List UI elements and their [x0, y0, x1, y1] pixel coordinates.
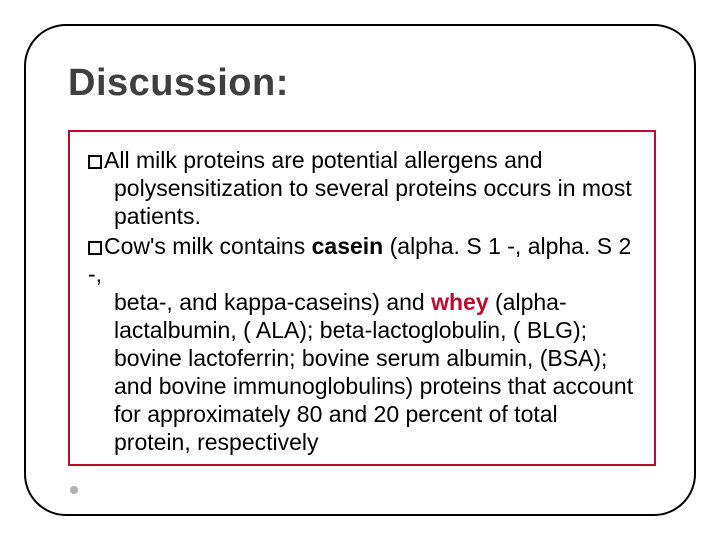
- bullet-1-firstline: All milk proteins are potential allergen…: [104, 147, 543, 173]
- bullet-2-continuation: beta-, and kappa-caseins) and whey (alph…: [88, 288, 636, 456]
- bullet-2-whey: whey: [431, 289, 489, 315]
- slide-frame: Discussion: All milk proteins are potent…: [24, 24, 696, 516]
- slide-title: Discussion:: [68, 62, 289, 105]
- bullet-2-casein: casein: [312, 233, 384, 259]
- bullet-2-pre: Cow's milk contains: [104, 233, 312, 259]
- bullet-2-rest-pre: beta-, and kappa-caseins) and: [114, 289, 431, 315]
- bullet-1: All milk proteins are potential allergen…: [88, 146, 636, 230]
- content-box: All milk proteins are potential allergen…: [68, 130, 656, 466]
- page-indicator-dot: [70, 486, 78, 494]
- square-bullet-icon: [88, 155, 102, 169]
- square-bullet-icon: [88, 241, 102, 255]
- bullet-1-rest: polysensitization to several proteins oc…: [88, 174, 636, 230]
- bullet-2: Cow's milk contains casein (alpha. S 1 -…: [88, 232, 636, 456]
